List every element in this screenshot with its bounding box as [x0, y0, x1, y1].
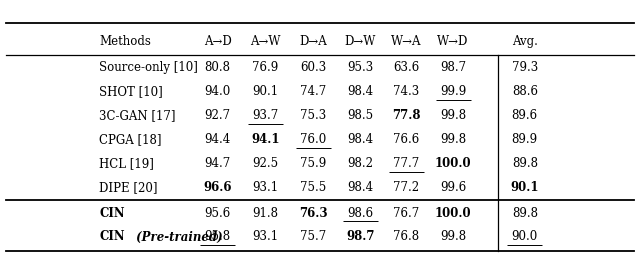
Text: 75.9: 75.9 [300, 157, 327, 170]
Text: 90.0: 90.0 [511, 230, 538, 244]
Text: 99.8: 99.8 [440, 133, 466, 146]
Text: 77.8: 77.8 [392, 109, 420, 122]
Text: 89.8: 89.8 [512, 157, 538, 170]
Text: 93.1: 93.1 [253, 181, 278, 194]
Text: 93.1: 93.1 [253, 230, 278, 244]
Text: 92.5: 92.5 [253, 157, 278, 170]
Text: 74.7: 74.7 [300, 85, 327, 98]
Text: 89.6: 89.6 [512, 109, 538, 122]
Text: 100.0: 100.0 [435, 207, 472, 220]
Text: 76.8: 76.8 [394, 230, 419, 244]
Text: 98.7: 98.7 [346, 230, 374, 244]
Text: 95.3: 95.3 [347, 61, 374, 74]
Text: 77.7: 77.7 [393, 157, 420, 170]
Text: W→A: W→A [391, 35, 422, 49]
Text: 99.8: 99.8 [440, 230, 466, 244]
Text: DIPE [20]: DIPE [20] [99, 181, 157, 194]
Text: 94.1: 94.1 [252, 133, 280, 146]
Text: 63.6: 63.6 [393, 61, 420, 74]
Text: 98.6: 98.6 [348, 207, 373, 220]
Text: 94.4: 94.4 [204, 133, 231, 146]
Text: 74.3: 74.3 [393, 85, 420, 98]
Text: 76.9: 76.9 [252, 61, 279, 74]
Text: 77.2: 77.2 [394, 181, 419, 194]
Text: CIN: CIN [99, 207, 125, 220]
Text: 94.0: 94.0 [204, 85, 231, 98]
Text: W→D: W→D [437, 35, 469, 49]
Text: 98.4: 98.4 [348, 85, 373, 98]
Text: 75.5: 75.5 [300, 181, 327, 194]
Text: D→W: D→W [344, 35, 376, 49]
Text: 92.7: 92.7 [205, 109, 230, 122]
Text: 89.9: 89.9 [512, 133, 538, 146]
Text: 96.6: 96.6 [204, 181, 232, 194]
Text: 98.4: 98.4 [348, 181, 373, 194]
Text: 88.6: 88.6 [512, 85, 538, 98]
Text: 80.8: 80.8 [205, 61, 230, 74]
Text: 89.8: 89.8 [512, 207, 538, 220]
Text: 93.7: 93.7 [252, 109, 279, 122]
Text: 91.8: 91.8 [253, 207, 278, 220]
Text: 98.5: 98.5 [348, 109, 373, 122]
Text: 76.7: 76.7 [393, 207, 420, 220]
Text: 90.1: 90.1 [511, 181, 539, 194]
Text: CPGA [18]: CPGA [18] [99, 133, 162, 146]
Text: 98.7: 98.7 [440, 61, 466, 74]
Text: 76.0: 76.0 [300, 133, 327, 146]
Text: Source-only [10]: Source-only [10] [99, 61, 198, 74]
Text: 3C-GAN [17]: 3C-GAN [17] [99, 109, 176, 122]
Text: 60.3: 60.3 [300, 61, 327, 74]
Text: 98.4: 98.4 [348, 133, 373, 146]
Text: 98.2: 98.2 [348, 157, 373, 170]
Text: (Pre-trained): (Pre-trained) [132, 230, 223, 244]
Text: A→W: A→W [250, 35, 281, 49]
Text: 94.7: 94.7 [204, 157, 231, 170]
Text: 75.7: 75.7 [300, 230, 327, 244]
Text: 99.6: 99.6 [440, 181, 467, 194]
Text: 99.8: 99.8 [440, 109, 466, 122]
Text: Avg.: Avg. [512, 35, 538, 49]
Text: 75.3: 75.3 [300, 109, 327, 122]
Text: HCL [19]: HCL [19] [99, 157, 154, 170]
Text: 76.3: 76.3 [300, 207, 328, 220]
Text: 90.1: 90.1 [253, 85, 278, 98]
Text: 99.9: 99.9 [440, 85, 467, 98]
Text: 95.8: 95.8 [205, 230, 230, 244]
Text: 76.6: 76.6 [393, 133, 420, 146]
Text: 100.0: 100.0 [435, 157, 472, 170]
Text: A→D: A→D [204, 35, 232, 49]
Text: 79.3: 79.3 [511, 61, 538, 74]
Text: 95.6: 95.6 [204, 207, 231, 220]
Text: CIN: CIN [99, 230, 125, 244]
Text: SHOT [10]: SHOT [10] [99, 85, 163, 98]
Text: D→A: D→A [300, 35, 328, 49]
Text: Methods: Methods [99, 35, 151, 49]
